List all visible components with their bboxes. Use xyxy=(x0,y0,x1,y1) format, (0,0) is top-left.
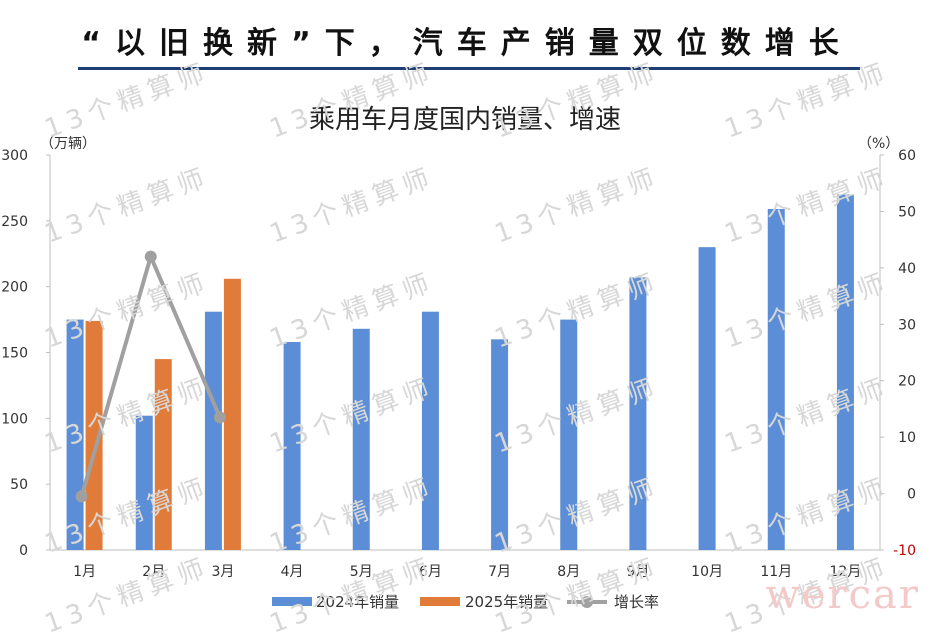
y-right-tick-label: 0 xyxy=(907,487,916,503)
y-left-tick-label: 200 xyxy=(1,280,28,296)
bar-2024 xyxy=(135,415,153,550)
bar-2024 xyxy=(560,319,578,550)
legend-swatch-2025 xyxy=(420,597,460,606)
bar-2025 xyxy=(85,320,103,550)
bar-2024 xyxy=(491,339,509,550)
x-tick-label: 8月 xyxy=(557,564,580,580)
x-tick-label: 11月 xyxy=(760,564,792,580)
y-right-tick-label: -10 xyxy=(893,543,916,559)
x-tick-label: 2月 xyxy=(142,564,165,580)
y-left-tick-label: 150 xyxy=(1,346,28,362)
chart: 乘用车月度国内销量、增速 （万辆） （%） 050100150200250300… xyxy=(1,105,916,611)
y-left-tick-label: 100 xyxy=(1,411,28,427)
y-right-tick-label: 40 xyxy=(898,261,916,277)
y-right-unit: （%） xyxy=(858,136,899,152)
legend-swatch-2024 xyxy=(272,597,312,606)
bar-2024 xyxy=(629,277,647,550)
y-left-tick-label: 250 xyxy=(1,214,28,230)
legend-label-2024: 2024年销量 xyxy=(316,593,399,611)
corner-watermark: wercar xyxy=(765,572,920,618)
headline-rule xyxy=(78,67,860,70)
bar-2024 xyxy=(421,311,439,550)
x-tick-label: 5月 xyxy=(350,564,373,580)
legend: 2024年销量 2025年销量 增长率 xyxy=(272,593,659,611)
y-right-tick-label: 60 xyxy=(898,148,916,164)
growth-line xyxy=(75,250,226,503)
bars xyxy=(66,194,854,550)
legend-label-growth: 增长率 xyxy=(614,593,659,611)
x-tick-label: 1月 xyxy=(73,564,96,580)
y-left-unit: （万辆） xyxy=(40,136,96,152)
y-left-tick-label: 50 xyxy=(10,477,28,493)
bar-2025 xyxy=(154,359,172,550)
x-tick-label: 7月 xyxy=(488,564,511,580)
y-right-tick-label: 50 xyxy=(898,204,916,220)
legend-label-2025: 2025年销量 xyxy=(465,593,548,611)
bar-2024 xyxy=(352,328,370,550)
legend-marker-growth xyxy=(581,596,593,608)
growth-point xyxy=(75,490,88,503)
bar-2024 xyxy=(204,311,222,550)
growth-point xyxy=(213,411,226,424)
chart-title: 乘用车月度国内销量、增速 xyxy=(309,105,621,135)
y-right-tick-label: 10 xyxy=(898,430,916,446)
axes: 0 50 100 150 200 250 300 -10 0 10 20 30 40 50 60 1月 2月 3月… xyxy=(1,148,916,580)
x-tick-label: 9月 xyxy=(626,564,649,580)
y-right-tick-label: 20 xyxy=(898,374,916,390)
y-right-tick-label: 30 xyxy=(898,317,916,333)
x-tick-label: 12月 xyxy=(830,564,862,580)
y-left-tick-label: 300 xyxy=(1,148,28,164)
growth-point xyxy=(144,250,157,263)
x-tick-label: 6月 xyxy=(419,564,442,580)
bar-2024 xyxy=(698,247,716,550)
x-tick-label: 3月 xyxy=(211,564,234,580)
bar-2024 xyxy=(283,341,301,550)
y-left-tick-label: 0 xyxy=(19,543,28,559)
bar-2025 xyxy=(223,278,241,550)
x-tick-label: 10月 xyxy=(691,564,723,580)
bar-2024 xyxy=(836,194,854,550)
headline: “以旧换新”下，汽车产销量双位数增长 xyxy=(81,26,853,61)
bar-2024 xyxy=(767,208,785,550)
x-tick-label: 4月 xyxy=(281,564,304,580)
